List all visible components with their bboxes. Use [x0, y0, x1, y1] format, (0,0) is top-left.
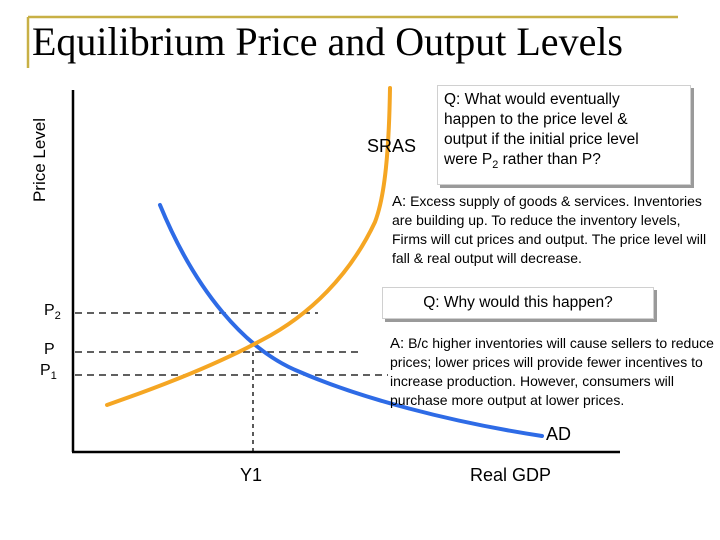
- sras-label: SRAS: [367, 136, 417, 156]
- answer2-lead: A:: [390, 335, 405, 352]
- p-label: P: [44, 341, 55, 358]
- p1-label-sub: 1: [50, 370, 57, 383]
- sras-curve: [105, 86, 392, 407]
- answer2-text: A: B/c higher inventories will cause sel…: [390, 334, 715, 410]
- question1-box: Q: What would eventually happen to the p…: [437, 85, 691, 185]
- answer2-body: B/c higher inventories will cause seller…: [390, 335, 714, 408]
- question1-line1: Q: What would eventually: [444, 91, 620, 108]
- question2-box: Q: Why would this happen?: [382, 287, 654, 319]
- question1-line3: output if the initial price level: [444, 131, 639, 148]
- ad-label: AD: [546, 424, 572, 444]
- p2-label-main: P: [44, 302, 55, 319]
- question1-line4-b: rather than P?: [498, 151, 601, 168]
- question1-line2: happen to the price level &: [444, 111, 628, 128]
- answer1-text: A: Excess supply of goods & services. In…: [392, 192, 712, 268]
- p2-label: P2: [44, 302, 61, 322]
- p1-label: P1: [40, 362, 57, 382]
- y-axis-label: Price Level: [30, 117, 49, 203]
- x-axis-label: Real GDP: [470, 465, 552, 485]
- p1-label-main: P: [40, 362, 51, 379]
- question1-line4: were P2 rather than P?: [444, 150, 690, 175]
- question1-line4-a: were P: [444, 151, 493, 168]
- page-title: Equilibrium Price and Output Levels: [32, 19, 623, 64]
- answer1-body: Excess supply of goods & services. Inven…: [392, 193, 707, 266]
- x-tick-y1: Y1: [240, 465, 263, 485]
- p2-label-sub: 2: [54, 310, 61, 323]
- answer1-lead: A:: [392, 193, 407, 210]
- question1-line4-sub: 2: [492, 159, 499, 172]
- ad-curve: [158, 203, 544, 438]
